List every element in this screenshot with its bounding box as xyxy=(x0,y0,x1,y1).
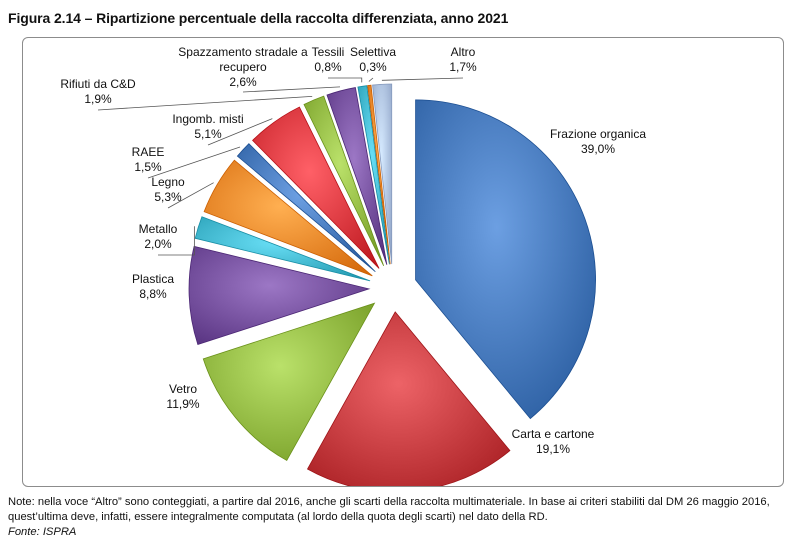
leader-line-12 xyxy=(381,77,464,81)
slice-label-6: RAEE 1,5% xyxy=(132,145,165,174)
leader-line-4 xyxy=(158,226,195,256)
leader-line-9 xyxy=(242,86,341,93)
slice-label-0: Frazione organica 39,0% xyxy=(550,127,646,156)
slice-label-3: Plastica 8,8% xyxy=(132,272,174,301)
slice-label-12: Altro 1,7% xyxy=(449,45,477,74)
pie-slice-5 xyxy=(203,159,373,277)
pie-slice-12 xyxy=(372,83,393,265)
slice-label-10: Tessili 0,8% xyxy=(312,45,345,74)
pie-slice-11 xyxy=(367,84,391,265)
leader-line-6 xyxy=(147,146,241,179)
pie-slice-9 xyxy=(326,87,388,265)
slice-label-5: Legno 5,3% xyxy=(151,175,185,204)
slice-label-4: Metallo 2,0% xyxy=(139,222,178,251)
figure-title: Figura 2.14 – Ripartizione percentuale d… xyxy=(8,10,509,26)
pie-chart: Frazione organica 39,0% Carta e cartone 19,… xyxy=(60,45,646,486)
slice-label-9: Spazzamento stradale a recupero 2,6% xyxy=(178,45,308,89)
slice-label-1: Carta e cartone 19,1% xyxy=(512,427,595,456)
slice-label-11: Selettiva 0,3% xyxy=(350,45,396,74)
note-text: Note: nella voce “Altro” sono conteggiat… xyxy=(8,496,770,523)
pie-slice-0 xyxy=(415,99,596,420)
pie-labels: Frazione organica 39,0% Carta e cartone 19,… xyxy=(60,45,646,456)
pie-slice-2 xyxy=(202,302,376,461)
slice-label-7: Ingomb. misti 5,1% xyxy=(172,112,243,141)
source-text: Fonte: ISPRA xyxy=(8,526,77,538)
pie-slice-7 xyxy=(252,106,380,269)
slice-label-8: Rifiuti da C&D 1,9% xyxy=(60,77,136,106)
leader-line-7 xyxy=(207,118,273,146)
leader-line-5 xyxy=(167,182,214,209)
footnote: Note: nella voce “Altro” sono conteggiat… xyxy=(8,495,793,540)
leader-line-10 xyxy=(328,77,363,83)
pie-slice-1 xyxy=(306,311,511,486)
slice-label-2: Vetro 11,9% xyxy=(166,382,199,411)
leader-line-8 xyxy=(97,95,313,111)
pie-slice-10 xyxy=(357,85,390,265)
leader-line-11 xyxy=(368,77,374,82)
pie-slice-4 xyxy=(194,216,371,282)
pie-wedges xyxy=(188,83,596,486)
chart-area: Frazione organica 39,0% Carta e cartone 19,… xyxy=(22,37,784,487)
pie-slice-6 xyxy=(236,143,376,273)
pie-slice-8 xyxy=(303,95,385,267)
pie-slice-3 xyxy=(188,245,371,346)
